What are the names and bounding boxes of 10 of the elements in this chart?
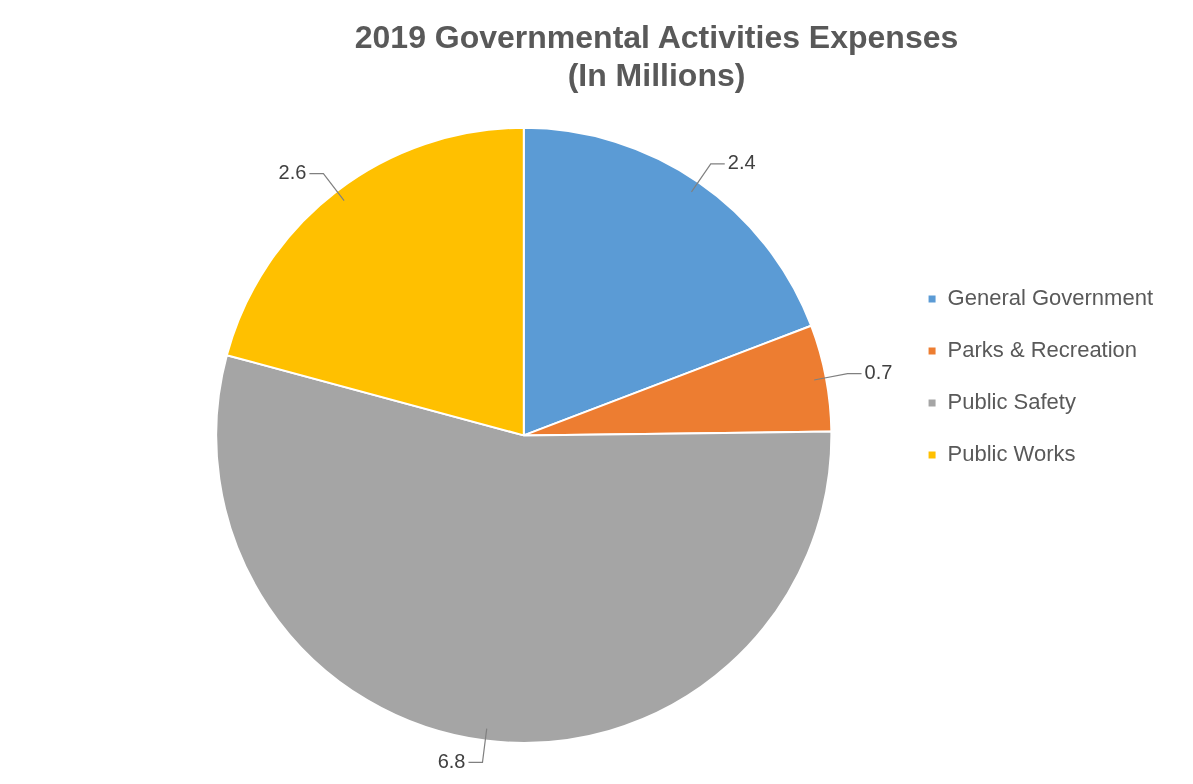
- legend-label: Public Safety: [947, 389, 1076, 415]
- data-label: 6.8: [437, 749, 466, 772]
- legend-label: General Government: [947, 285, 1153, 311]
- text: (In Millions): [567, 57, 746, 94]
- text: 2019 Governmental Activities Expenses: [354, 19, 959, 56]
- data-label: 2.6: [278, 161, 307, 184]
- legend-label: Parks & Recreation: [947, 337, 1138, 363]
- data-label: 2.4: [727, 151, 756, 174]
- legend-label: Public Works: [947, 441, 1076, 467]
- data-label: 0.7: [864, 361, 893, 384]
